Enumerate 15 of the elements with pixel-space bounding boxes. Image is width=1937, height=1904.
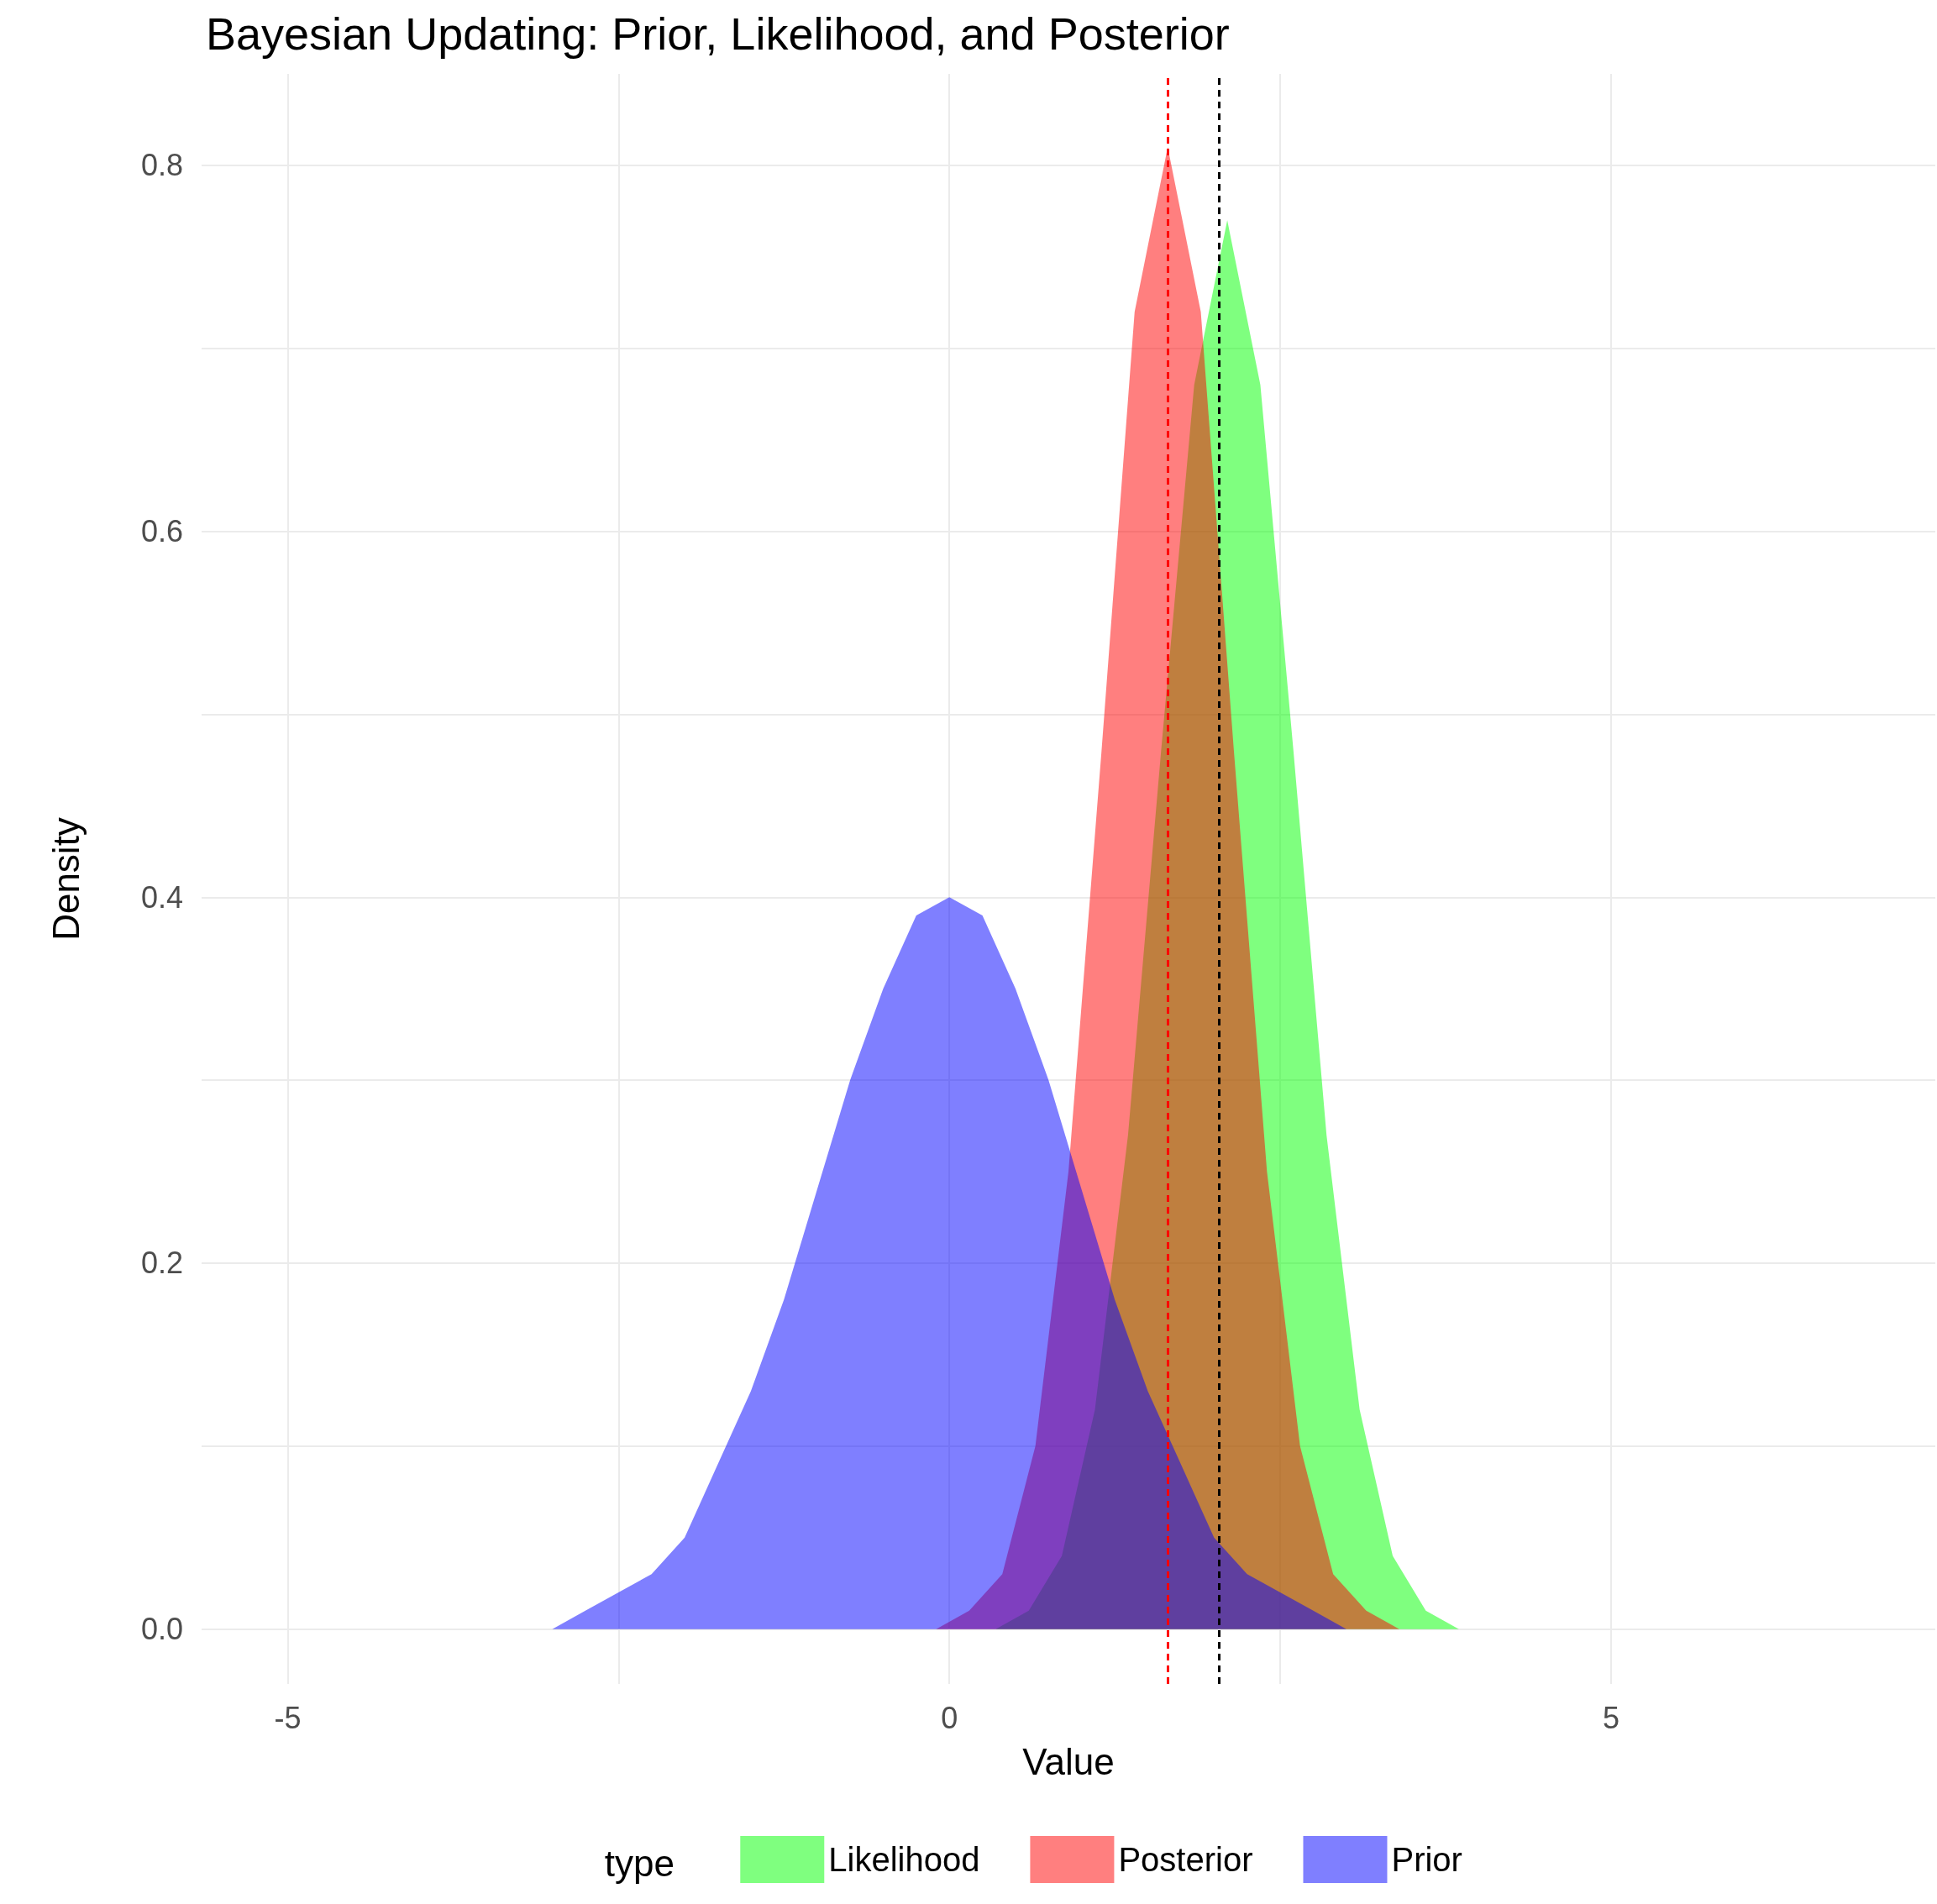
x-tick-label: 5 — [1602, 1700, 1619, 1735]
legend-label: Likelihood — [828, 1841, 980, 1878]
chart-title: Bayesian Updating: Prior, Likelihood, and Posterior — [206, 8, 1230, 59]
legend-label: Prior — [1391, 1841, 1462, 1878]
y-tick-label: 0.2 — [140, 1246, 183, 1281]
y-tick-label: 0.4 — [140, 879, 183, 915]
x-axis-title: Value — [1022, 1740, 1115, 1782]
x-tick-label: -5 — [274, 1700, 302, 1735]
y-tick-label: 0.0 — [140, 1612, 183, 1647]
y-tick-label: 0.8 — [140, 148, 183, 183]
legend-title: type — [604, 1842, 675, 1884]
y-axis-title: Density — [45, 817, 87, 941]
y-tick-label: 0.6 — [140, 514, 183, 549]
x-tick-label: 0 — [941, 1700, 958, 1735]
legend-label: Posterior — [1118, 1841, 1253, 1878]
